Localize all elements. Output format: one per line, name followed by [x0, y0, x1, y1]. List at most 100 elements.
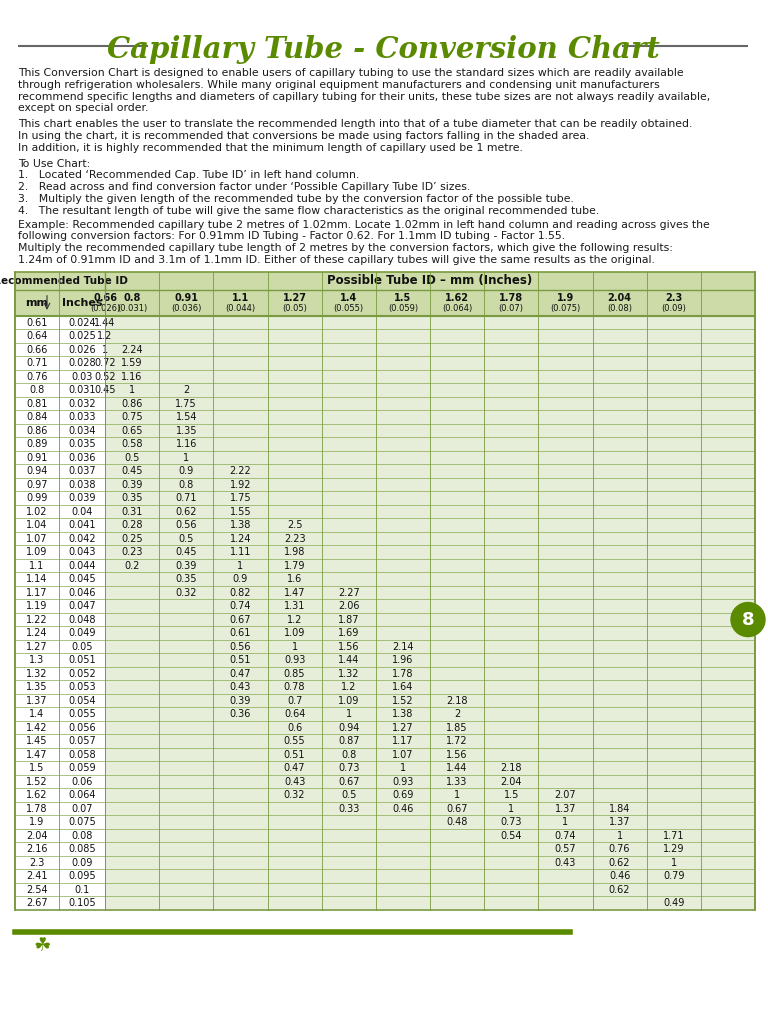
Bar: [15, 397, 105, 411]
Text: 2.04: 2.04: [26, 830, 48, 841]
Text: 0.8: 0.8: [179, 479, 194, 489]
Text: (0.08): (0.08): [607, 303, 632, 312]
Text: 0.75: 0.75: [121, 412, 143, 422]
Text: 1.16: 1.16: [176, 439, 197, 450]
Text: 0.91: 0.91: [174, 293, 198, 303]
Bar: [15, 464, 105, 478]
Text: 1.78: 1.78: [392, 669, 414, 679]
Text: 0.48: 0.48: [446, 817, 468, 827]
Bar: [105, 721, 755, 734]
Text: 0.32: 0.32: [176, 588, 197, 598]
Text: 0.05: 0.05: [71, 642, 93, 651]
Text: 0.39: 0.39: [176, 560, 197, 570]
Text: Inches: Inches: [61, 298, 102, 308]
Text: 0.91: 0.91: [26, 453, 48, 463]
Text: 2: 2: [183, 385, 190, 395]
Text: 1.69: 1.69: [338, 628, 359, 638]
Text: 1.4: 1.4: [29, 709, 45, 719]
Text: 1.11: 1.11: [230, 547, 251, 557]
Text: 8: 8: [742, 610, 754, 629]
Text: In addition, it is highly recommended that the minimum length of capillary used : In addition, it is highly recommended th…: [18, 142, 523, 153]
Text: 1: 1: [129, 385, 135, 395]
Text: 0.06: 0.06: [71, 776, 93, 786]
Text: 1.79: 1.79: [284, 560, 306, 570]
Bar: [105, 815, 755, 828]
Bar: [105, 599, 755, 612]
Text: 1.87: 1.87: [338, 614, 359, 625]
Bar: [105, 612, 755, 627]
Text: 1.17: 1.17: [392, 736, 414, 746]
Text: 0.038: 0.038: [68, 479, 96, 489]
Text: 2.18: 2.18: [501, 763, 522, 773]
Bar: [15, 505, 105, 518]
Text: 2.3: 2.3: [29, 857, 45, 867]
Text: 1.42: 1.42: [26, 723, 48, 732]
Text: 0.67: 0.67: [338, 776, 359, 786]
Text: 0.86: 0.86: [121, 398, 143, 409]
Text: 0.5: 0.5: [179, 534, 194, 544]
Bar: [15, 599, 105, 612]
Text: 0.045: 0.045: [68, 574, 96, 584]
Text: 0.07: 0.07: [71, 804, 93, 813]
Bar: [105, 775, 755, 788]
Text: 1: 1: [454, 791, 460, 800]
Text: 1.78: 1.78: [26, 804, 48, 813]
Text: 0.047: 0.047: [68, 601, 96, 611]
Text: 0.1: 0.1: [74, 885, 90, 895]
Bar: [105, 869, 755, 883]
Text: 1: 1: [508, 804, 515, 813]
Text: 0.93: 0.93: [284, 655, 305, 665]
Text: Multiply the recommended capillary tube length of 2 metres by the conversion fac: Multiply the recommended capillary tube …: [18, 244, 673, 253]
Text: 0.85: 0.85: [284, 669, 306, 679]
Text: 1.47: 1.47: [284, 588, 306, 598]
Bar: [15, 896, 105, 909]
Text: 0.94: 0.94: [26, 466, 48, 476]
Text: 0.32: 0.32: [284, 791, 306, 800]
Text: 1.07: 1.07: [26, 534, 48, 544]
Text: 0.47: 0.47: [284, 763, 306, 773]
Bar: [15, 761, 105, 775]
Text: 2.06: 2.06: [338, 601, 359, 611]
Text: 0.036: 0.036: [68, 453, 96, 463]
Text: 1.62: 1.62: [26, 791, 48, 800]
Text: 0.72: 0.72: [94, 358, 116, 368]
Bar: [105, 559, 755, 572]
Text: In using the chart, it is recommended that conversions be made using factors fal: In using the chart, it is recommended th…: [18, 131, 589, 141]
Text: 1.62: 1.62: [445, 293, 469, 303]
Text: 0.049: 0.049: [68, 628, 96, 638]
Text: 1.35: 1.35: [26, 682, 48, 692]
Text: 1.07: 1.07: [392, 750, 414, 760]
Text: 1.35: 1.35: [176, 426, 197, 435]
Text: 0.45: 0.45: [176, 547, 197, 557]
Text: 0.25: 0.25: [121, 534, 143, 544]
Bar: [15, 271, 755, 315]
Text: 0.5: 0.5: [341, 791, 356, 800]
Text: 0.064: 0.064: [68, 791, 96, 800]
Text: 0.45: 0.45: [121, 466, 143, 476]
Text: 2.3: 2.3: [665, 293, 683, 303]
Text: except on special order.: except on special order.: [18, 103, 148, 114]
Text: 1.5: 1.5: [29, 763, 45, 773]
Text: 2.27: 2.27: [338, 588, 359, 598]
Text: 0.54: 0.54: [501, 830, 522, 841]
Text: 0.56: 0.56: [176, 520, 197, 530]
Bar: [105, 653, 755, 667]
Text: 1.96: 1.96: [392, 655, 414, 665]
Text: 1.29: 1.29: [663, 844, 684, 854]
Text: 0.053: 0.053: [68, 682, 96, 692]
Text: This chart enables the user to translate the recommended length into that of a t: This chart enables the user to translate…: [18, 119, 693, 129]
Text: 0.64: 0.64: [26, 331, 48, 341]
Bar: [105, 370, 755, 383]
Bar: [15, 667, 105, 680]
Text: 1.09: 1.09: [338, 695, 359, 706]
Text: 1.5: 1.5: [504, 791, 519, 800]
Text: 1.45: 1.45: [26, 736, 48, 746]
Text: 1.44: 1.44: [446, 763, 468, 773]
Text: 1.4: 1.4: [340, 293, 357, 303]
Text: 0.039: 0.039: [68, 493, 96, 503]
Text: 0.74: 0.74: [230, 601, 251, 611]
Text: (0.09): (0.09): [661, 303, 686, 312]
Text: 0.034: 0.034: [68, 426, 96, 435]
Text: 0.93: 0.93: [392, 776, 414, 786]
Text: 1.16: 1.16: [121, 372, 143, 382]
